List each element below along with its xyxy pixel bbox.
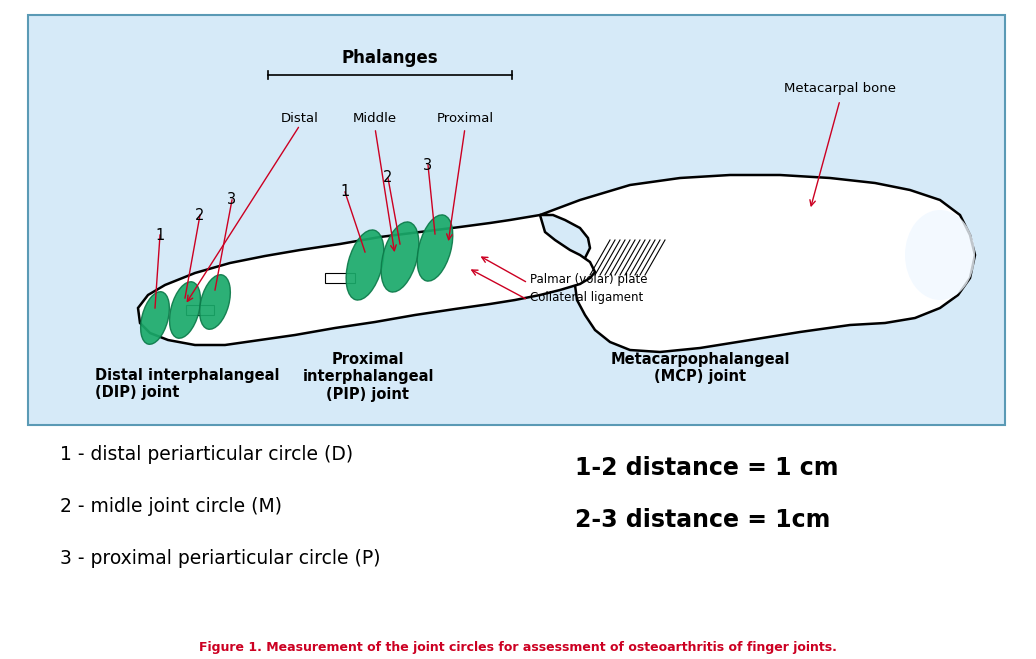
Ellipse shape <box>200 275 230 330</box>
Text: 1-2 distance = 1 cm: 1-2 distance = 1 cm <box>575 456 838 480</box>
Text: 3: 3 <box>228 192 236 208</box>
Bar <box>28 15 1005 425</box>
Ellipse shape <box>905 210 975 300</box>
Text: Palmar (volar) plate: Palmar (volar) plate <box>530 273 648 287</box>
Text: 2: 2 <box>196 208 205 223</box>
Text: 1: 1 <box>155 227 165 243</box>
Text: 1 - distal periarticular circle (D): 1 - distal periarticular circle (D) <box>60 445 353 465</box>
Text: 2-3 distance = 1cm: 2-3 distance = 1cm <box>575 508 831 532</box>
Text: Collateral ligament: Collateral ligament <box>530 291 643 304</box>
Ellipse shape <box>170 282 201 338</box>
Text: Proximal
interphalangeal
(PIP) joint: Proximal interphalangeal (PIP) joint <box>303 352 434 402</box>
Polygon shape <box>540 175 975 352</box>
Text: 2 - midle joint circle (M): 2 - midle joint circle (M) <box>60 498 282 517</box>
Text: Metacarpophalangeal
(MCP) joint: Metacarpophalangeal (MCP) joint <box>610 352 789 384</box>
Text: Metacarpal bone: Metacarpal bone <box>784 82 896 95</box>
Text: Distal interphalangeal
(DIP) joint: Distal interphalangeal (DIP) joint <box>95 368 280 401</box>
Text: Proximal: Proximal <box>436 112 493 125</box>
Text: 3 - proximal periarticular circle (P): 3 - proximal periarticular circle (P) <box>60 550 380 569</box>
Ellipse shape <box>381 222 419 292</box>
Text: Middle: Middle <box>353 112 397 125</box>
Bar <box>186 305 214 315</box>
Text: 1: 1 <box>341 185 349 200</box>
Text: 2: 2 <box>383 171 393 185</box>
Text: 3: 3 <box>424 158 433 173</box>
Text: Figure 1. Measurement of the joint circles for assessment of osteoarthritis of f: Figure 1. Measurement of the joint circl… <box>199 641 837 654</box>
Polygon shape <box>138 215 595 345</box>
Text: Phalanges: Phalanges <box>342 49 438 67</box>
Bar <box>325 273 355 283</box>
Ellipse shape <box>141 292 169 344</box>
Ellipse shape <box>418 215 453 281</box>
Ellipse shape <box>346 230 384 300</box>
Text: Distal: Distal <box>281 112 319 125</box>
